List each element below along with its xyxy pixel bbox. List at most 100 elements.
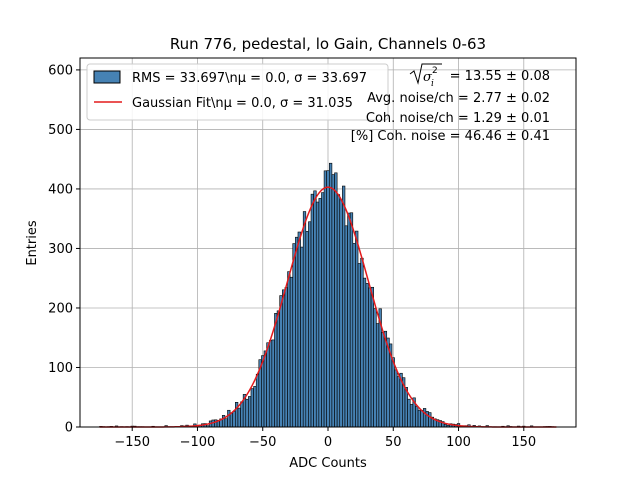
- histogram-bar: [342, 185, 346, 428]
- y-tick-label: 0: [65, 421, 73, 436]
- histogram-bar: [266, 342, 270, 428]
- histogram-bar: [240, 401, 244, 428]
- sqrt-sigma-symbol: σ i 2: [409, 63, 442, 89]
- histogram-bar: [344, 225, 348, 428]
- histogram-bar: [268, 340, 273, 428]
- histogram-bar: [310, 193, 314, 428]
- stat-line-4: [%] Coh. noise = 46.46 ± 0.41: [351, 129, 550, 144]
- x-tick-label: 100: [446, 435, 471, 450]
- histogram-bar: [396, 376, 401, 428]
- histogram-bar: [248, 396, 252, 428]
- legend-box: [86, 63, 389, 121]
- histogram-bar: [381, 332, 385, 428]
- histogram-bar: [334, 172, 338, 428]
- histogram-bar: [391, 357, 395, 428]
- histogram-bar: [407, 398, 411, 428]
- x-tick-label: 0: [324, 435, 332, 450]
- y-axis-label: Entries: [25, 220, 40, 266]
- histogram-bar: [331, 174, 335, 428]
- histogram-bar: [289, 276, 294, 428]
- chart-title: Run 776, pedestal, lo Gain, Channels 0-6…: [170, 35, 486, 53]
- histogram-bar: [326, 170, 330, 428]
- histogram-bar: [255, 373, 260, 428]
- x-tick-label: −50: [249, 435, 276, 450]
- histogram-bar: [245, 398, 249, 428]
- histogram-bar: [370, 286, 374, 428]
- y-tick-label: 600: [48, 63, 73, 78]
- legend-histogram-label: RMS = 33.697\nμ = 0.0, σ = 33.697: [132, 71, 367, 86]
- histogram-bar: [232, 411, 236, 428]
- y-tick-label: 100: [48, 361, 73, 376]
- x-axis-ticks: −150 −100 −50 0 50 100 150: [114, 427, 536, 450]
- svg-text:2: 2: [432, 66, 438, 76]
- legend-fit-label: Gaussian Fit\nμ = 0.0, σ = 31.035: [132, 96, 353, 111]
- y-tick-label: 400: [48, 182, 73, 197]
- histogram-bar: [420, 409, 424, 428]
- histogram-bar: [339, 199, 343, 428]
- y-tick-label: 200: [48, 301, 73, 316]
- histogram-bar: [360, 257, 364, 428]
- histogram-bar: [428, 412, 432, 428]
- x-axis-label: ADC Counts: [289, 456, 367, 471]
- histogram-bar: [302, 211, 307, 428]
- histogram-bar: [253, 386, 257, 428]
- y-axis-ticks: 0 100 200 300 400 500 600: [48, 63, 80, 436]
- histogram-bar: [235, 402, 239, 428]
- histogram-bar: [383, 330, 388, 428]
- histogram-bar: [292, 243, 296, 428]
- histogram-bar: [263, 350, 267, 428]
- histogram-bar: [279, 295, 283, 428]
- histogram-bar: [373, 308, 377, 428]
- histogram-bar: [362, 277, 367, 428]
- histogram-bar: [261, 355, 265, 428]
- legend: RMS = 33.697\nμ = 0.0, σ = 33.697 Gaussi…: [86, 63, 389, 121]
- svg-text:σ: σ: [423, 70, 433, 85]
- legend-histogram-swatch: [93, 70, 121, 84]
- histogram-bar: [394, 369, 398, 428]
- histogram-bar: [422, 408, 427, 428]
- histogram-bar: [368, 287, 372, 428]
- histogram-bar: [295, 236, 299, 428]
- x-tick-label: −150: [114, 435, 150, 450]
- stat-line-2: Avg. noise/ch = 2.77 ± 0.02: [367, 91, 550, 106]
- histogram-bar: [352, 243, 356, 428]
- histogram-bar: [313, 190, 317, 428]
- histogram-bar: [287, 271, 291, 428]
- stat-line-1: = 13.55 ± 0.08: [450, 69, 550, 84]
- histogram-bar: [349, 212, 354, 428]
- histogram-bar: [357, 263, 361, 428]
- histogram-bar: [404, 387, 408, 428]
- histogram-bar: [271, 339, 275, 428]
- histogram-bar: [417, 409, 421, 428]
- histogram-bar: [415, 406, 419, 428]
- histogram-bar: [409, 404, 414, 428]
- histogram-bar: [308, 221, 312, 428]
- histogram-bar: [347, 212, 351, 428]
- x-tick-label: 150: [511, 435, 536, 450]
- svg-text:i: i: [431, 79, 434, 89]
- histogram-bar: [355, 230, 359, 428]
- histogram-bar: [297, 231, 301, 428]
- histogram-bar: [276, 310, 281, 428]
- histogram-bar: [227, 409, 231, 428]
- histogram-bar: [315, 201, 320, 428]
- histogram-bar: [300, 246, 304, 428]
- histogram-bar: [237, 407, 241, 428]
- y-tick-label: 300: [48, 242, 73, 257]
- histogram-bar: [250, 388, 254, 428]
- histogram-bar: [321, 192, 325, 428]
- stats-annotation: σ i 2 = 13.55 ± 0.08 Avg. noise/ch = 2.7…: [351, 63, 550, 144]
- x-tick-label: 50: [385, 435, 402, 450]
- histogram-bar: [375, 323, 380, 428]
- histogram-bar: [365, 283, 369, 428]
- histogram-bar: [284, 287, 288, 428]
- histogram-bar: [229, 412, 234, 428]
- histogram-bar: [305, 231, 309, 428]
- histogram-bar: [274, 313, 278, 428]
- histogram-bar: [282, 289, 286, 428]
- histogram-bar: [336, 194, 341, 428]
- histogram-bar: [224, 418, 228, 428]
- stat-line-3: Coh. noise/ch = 1.29 ± 0.01: [366, 111, 550, 126]
- y-tick-label: 500: [48, 123, 73, 138]
